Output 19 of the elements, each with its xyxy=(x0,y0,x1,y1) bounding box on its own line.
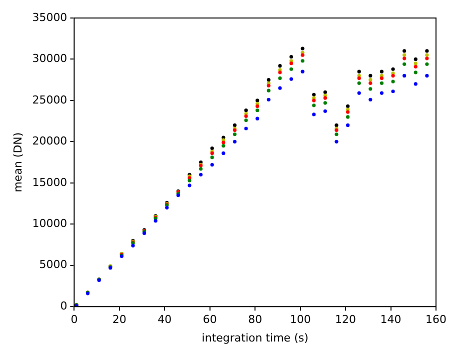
x-tick-label: 120 xyxy=(335,313,356,326)
y-tick-label: 35000 xyxy=(32,10,68,24)
x-tick-label: 20 xyxy=(112,313,126,326)
x-tick-label: 140 xyxy=(380,313,402,326)
x-tick-label: 60 xyxy=(202,313,217,326)
y-tick-label: 0 xyxy=(60,299,68,312)
y-axis-title: mean (DN) xyxy=(11,132,24,192)
y-tick-label: 30000 xyxy=(32,52,68,66)
x-tick-label: 40 xyxy=(158,313,172,326)
y-tick-label: 25000 xyxy=(32,93,68,106)
x-tick-label: 160 xyxy=(426,313,446,326)
x-tick-label: 80 xyxy=(248,313,262,326)
y-tick-label: 15000 xyxy=(32,176,68,189)
x-axis-title: integration time (s) xyxy=(202,331,308,344)
x-tick-label: 100 xyxy=(290,313,311,326)
y-tick-label: 5000 xyxy=(39,258,68,272)
y-tick-label: 20000 xyxy=(32,134,68,148)
y-tick-label: 10000 xyxy=(32,217,68,230)
x-tick-label: 0 xyxy=(70,313,78,326)
